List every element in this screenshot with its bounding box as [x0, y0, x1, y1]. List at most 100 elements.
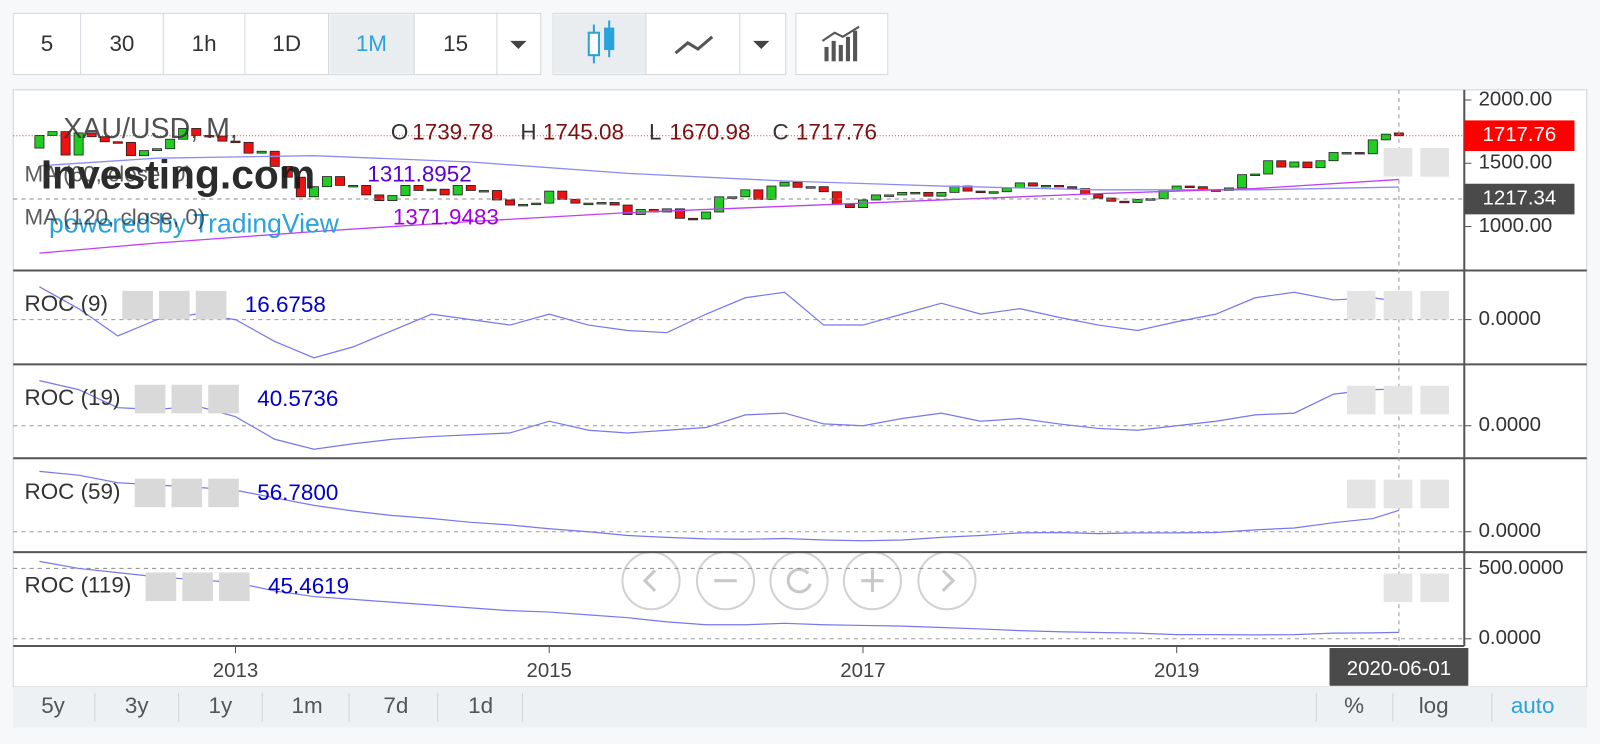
scroll-right-button[interactable] [917, 551, 977, 611]
interval-button[interactable]: 5 [41, 31, 53, 56]
pane-button[interactable] [1383, 479, 1413, 509]
candle-body [688, 217, 699, 221]
pane-button[interactable] [1420, 479, 1449, 509]
interval-button[interactable]: 1h [192, 31, 217, 56]
watermark-powered: powered by TradingView [49, 209, 340, 239]
candle-body [1054, 185, 1065, 188]
control-icon[interactable] [208, 478, 239, 508]
control-icon[interactable] [219, 572, 250, 602]
candle-body [1040, 185, 1051, 188]
candle-body [99, 136, 110, 143]
candle-body [1380, 133, 1391, 141]
pane-button[interactable] [1346, 479, 1376, 509]
x-tick-label: 2019 [1154, 660, 1199, 682]
interval-button[interactable]: 1M [356, 31, 387, 56]
ohlc-label: O [391, 120, 408, 145]
candle-body [191, 128, 202, 136]
interval-button[interactable]: 15 [443, 31, 468, 56]
reset-button[interactable] [769, 551, 829, 611]
scale-option[interactable]: log [1419, 693, 1449, 718]
control-icon[interactable] [134, 478, 166, 508]
candle-body [1354, 152, 1365, 155]
candle-body [1289, 161, 1300, 168]
interval-button-active[interactable] [329, 14, 415, 74]
range-button[interactable]: 1y [209, 693, 233, 718]
indicator-line [39, 379, 1399, 450]
range-button[interactable]: 1d [468, 693, 493, 718]
indicator-title: ROC (59) [24, 479, 120, 504]
candle-body [361, 185, 372, 196]
control-icon[interactable] [171, 478, 203, 508]
indicator-controls[interactable] [145, 572, 250, 602]
pane-button[interactable] [1420, 385, 1449, 415]
ohlc-value: 1670.98 [669, 120, 750, 145]
dropdown-arrow[interactable] [753, 40, 770, 50]
pane-button[interactable] [1420, 573, 1449, 603]
pane-button[interactable] [1346, 385, 1376, 415]
last-price-label: 1717.76 [1483, 124, 1557, 146]
control-icon[interactable] [122, 290, 153, 320]
candle-body [112, 141, 123, 144]
range-button[interactable]: 1m [292, 693, 323, 718]
candle-body [47, 131, 58, 136]
control-icon[interactable] [159, 290, 190, 320]
candle-body [923, 191, 934, 197]
interval-button[interactable]: 30 [109, 31, 134, 56]
icon-bar [831, 40, 836, 62]
scale-option[interactable]: % [1344, 693, 1364, 718]
indicators-button[interactable] [795, 12, 889, 76]
range-button[interactable]: 7d [383, 693, 408, 718]
candle-body [1119, 200, 1130, 204]
candle-body [1106, 197, 1117, 202]
candle-body [609, 202, 620, 206]
candle-body [1341, 152, 1352, 155]
candle-body [766, 185, 777, 200]
candle-body [779, 181, 790, 187]
pane-button[interactable] [1420, 148, 1449, 177]
interval-button[interactable]: 1D [272, 31, 301, 56]
pane-button[interactable] [1420, 290, 1449, 320]
candle-body [884, 194, 895, 197]
control-icon[interactable] [171, 384, 203, 414]
candle-body [165, 138, 176, 150]
candle-body [936, 191, 947, 197]
pane-button[interactable] [1383, 148, 1413, 177]
scroll-left-button[interactable] [621, 551, 681, 611]
control-icon[interactable] [208, 384, 239, 414]
candle-body [505, 199, 515, 206]
candle-body [152, 148, 163, 152]
interval-group [12, 12, 542, 76]
candle-body [531, 202, 542, 206]
y-tick-label: 0.0000 [1479, 308, 1541, 330]
pane-button[interactable] [1346, 290, 1376, 320]
dropdown-arrow[interactable] [510, 40, 527, 50]
indicator-line [39, 470, 1400, 542]
plot-area [13, 128, 1465, 640]
range-button[interactable]: 5y [41, 693, 65, 718]
pane-button[interactable] [1383, 385, 1413, 415]
candle-body [844, 203, 855, 208]
indicator-controls[interactable] [122, 290, 227, 320]
pane-button[interactable] [1383, 573, 1413, 603]
candle-body [1328, 152, 1339, 162]
candle-body [583, 202, 594, 206]
icon-stroke [604, 27, 615, 51]
candle-body [1250, 173, 1261, 176]
line-icon[interactable] [674, 35, 714, 55]
pane-button[interactable] [1383, 290, 1413, 320]
candle-body [975, 190, 986, 194]
indicator-controls[interactable] [134, 478, 239, 508]
candle-body [230, 140, 241, 144]
y-tick-label: 1000.00 [1479, 215, 1553, 237]
moving-average-line [39, 155, 1399, 191]
control-icon[interactable] [195, 290, 227, 320]
control-icon[interactable] [134, 384, 166, 414]
control-icon[interactable] [145, 572, 177, 602]
range-button[interactable]: 3y [125, 693, 149, 718]
x-tick-label: 2013 [213, 660, 258, 682]
indicator-controls[interactable] [134, 384, 239, 414]
scale-option[interactable]: auto [1511, 693, 1555, 718]
y-tick-label: 500.0000 [1479, 557, 1564, 579]
candle-body [413, 185, 424, 191]
control-icon[interactable] [182, 572, 213, 602]
